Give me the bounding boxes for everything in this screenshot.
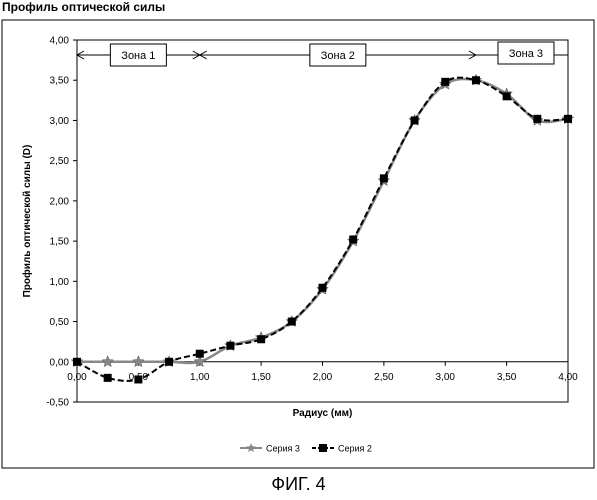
data-point-square (380, 174, 388, 182)
x-axis-title: Радиус (мм) (293, 408, 353, 419)
x-tick-label: 3,00 (436, 372, 456, 383)
y-tick-label: 0,00 (50, 357, 70, 368)
y-tick-label: 1,50 (50, 237, 70, 248)
data-point-square (411, 116, 419, 124)
legend-label: Серия 3 (266, 444, 300, 454)
x-tick-label: 3,50 (497, 372, 517, 383)
data-point-square (319, 284, 327, 292)
zone-label: Зона 2 (321, 50, 355, 62)
x-tick-label: 0,00 (67, 372, 87, 383)
plot-area (77, 40, 568, 402)
x-tick-label: 1,50 (251, 372, 271, 383)
y-tick-label: 3,00 (50, 116, 70, 127)
zone-label: Зона 1 (121, 50, 155, 62)
data-point-square (165, 358, 173, 366)
series-line (77, 78, 568, 381)
x-tick-label: 4,00 (558, 372, 578, 383)
data-point-square (472, 76, 480, 84)
optical-power-chart: -0,50 0,00 0,50 1,00 1,50 2,00 2,50 3,00 3,50 4,0… (0, 0, 597, 470)
data-point-square (503, 92, 511, 100)
legend-marker-square (319, 444, 327, 452)
y-tick-label: 1,00 (50, 277, 70, 288)
zone-label: Зона 3 (509, 48, 543, 60)
x-tick-label: 2,00 (313, 372, 333, 383)
data-point-star (102, 356, 113, 367)
y-tick-label: 2,00 (50, 196, 70, 207)
data-point-square (533, 115, 541, 123)
y-tick-label: 2,50 (50, 156, 70, 167)
x-tick-label: 2,50 (374, 372, 394, 383)
series-line (77, 79, 568, 363)
data-point-square (73, 358, 81, 366)
data-point-square (441, 78, 449, 86)
legend-label: Серия 2 (338, 444, 372, 454)
y-tick-label: 0,50 (50, 317, 70, 328)
y-tick-label: 3,50 (50, 76, 70, 87)
data-point-square (104, 374, 112, 382)
data-point-square (257, 335, 265, 343)
legend-marker-star (246, 443, 256, 452)
y-axis-title: Профиль оптической силы (D) (21, 145, 33, 298)
figure-caption: ФИГ. 4 (0, 474, 597, 495)
data-point-square (349, 236, 357, 244)
y-tick-label: -0,50 (46, 398, 69, 409)
y-tick-label: 4,00 (50, 36, 70, 47)
data-point-square (196, 350, 204, 358)
data-point-square (288, 318, 296, 326)
data-point-square (226, 342, 234, 350)
data-point-square (134, 375, 142, 383)
data-point-square (564, 115, 572, 123)
chart-frame (2, 20, 594, 468)
x-tick-label: 1,00 (190, 372, 210, 383)
